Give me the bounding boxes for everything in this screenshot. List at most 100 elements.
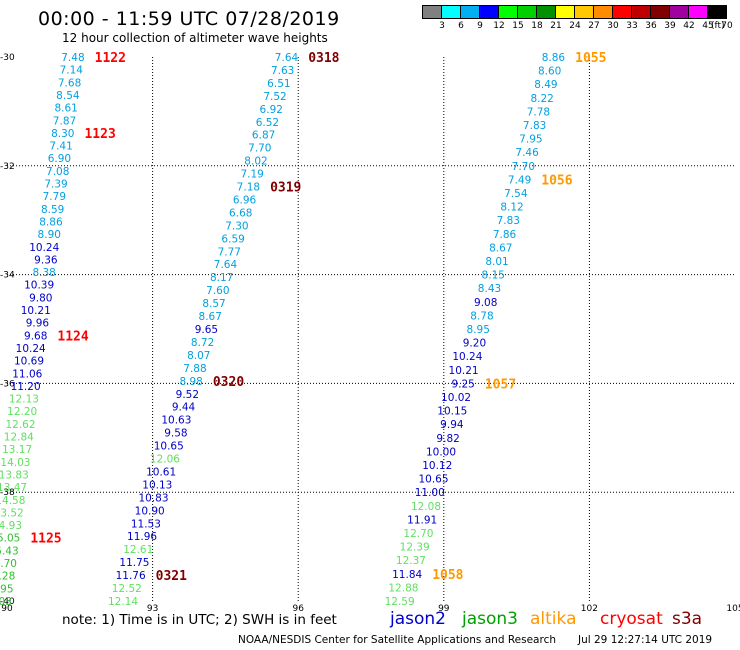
swh-value-label: 8.67 [199,311,222,323]
swh-value-label: 6.68 [229,207,252,219]
swh-value-label: 13.52 [0,507,24,519]
time-label: 1124 [57,329,88,344]
swh-value-label: 8.86 [542,52,566,64]
x-tick-label: 99 [438,604,450,614]
time-label: 0318 [308,51,339,66]
swh-value-label: 16.28 [0,571,15,583]
swh-value-label: 10.61 [146,466,176,478]
x-tick-label: 90 [1,604,13,614]
swh-value-label: 11.20 [11,381,41,393]
swh-value-label: 9.65 [195,324,218,336]
swh-value-label: 8.49 [534,79,557,91]
swh-value-label: 14.93 [0,520,22,532]
swh-value-label: 9.36 [34,254,58,266]
swh-value-label: 12.13 [9,394,39,406]
x-tick-label: 105 [726,604,740,614]
swh-value-label: 8.12 [500,202,523,214]
swh-value-label: 9.20 [463,338,486,350]
swh-value-label: 9.94 [440,419,464,431]
legend-label: 42 [683,21,695,31]
swh-value-label: 10.13 [142,479,172,491]
swh-value-label: 9.52 [176,389,199,401]
time-label: 0321 [156,569,187,584]
swh-value-label: 9.58 [164,428,187,440]
swh-value-label: 8.60 [538,66,561,78]
swh-value-label: 11.76 [116,570,146,582]
swh-value-label: 15.05 [0,533,20,545]
swh-value-label: 7.79 [43,191,66,203]
swh-value-label: 14.03 [0,457,30,469]
swh-value-label: 13.83 [0,469,29,481]
swh-value-label: 7.64 [275,52,299,64]
swh-value-label: 10.24 [29,242,59,254]
time-label: 1057 [485,377,516,392]
swh-value-label: 10.83 [138,492,168,504]
swh-value-label: 6.92 [260,104,283,116]
swh-value-label: 8.72 [191,337,214,349]
satellite-altika: altika [530,609,577,629]
swh-value-label: 9.08 [474,297,497,309]
swh-value-label: 6.90 [48,153,71,165]
swh-value-label: 11.96 [127,531,157,543]
swh-value-label: 10.63 [161,415,191,427]
swh-value-label: 10.21 [449,365,479,377]
swh-value-label: 7.70 [248,143,271,155]
y-tick-label: -40 [0,597,15,607]
swh-value-label: 8.30 [51,128,74,140]
swh-value-label: 12.06 [150,454,180,466]
legend-label: 3 [439,21,445,31]
legend-label: 18 [531,21,543,31]
swh-value-label: 8.59 [41,204,64,216]
y-tick-label: -38 [0,488,15,498]
swh-value-label: 10.24 [16,343,46,355]
swh-value-label: 12.61 [123,544,153,556]
swh-value-label: 7.78 [527,106,550,118]
swh-value-label: 12.88 [388,582,418,594]
swh-value-label: 9.82 [436,433,459,445]
swh-value-label: 11.06 [12,368,42,380]
chart-title: 00:00 - 11:59 UTC 07/28/2019 [38,8,340,30]
swh-value-label: 10.69 [14,356,44,368]
swh-value-label: 10.02 [441,392,471,404]
x-tick-label: 93 [147,604,158,614]
legend-label: 70 [721,21,733,31]
swh-value-label: 8.86 [39,216,63,228]
swh-value-label: 8.78 [470,310,493,322]
swh-value-label: 10.12 [422,460,452,472]
swh-value-label: 8.15 [482,270,505,282]
swh-value-label: 7.95 [519,134,542,146]
swh-value-label: 8.57 [202,298,225,310]
x-tick-label: 96 [292,604,304,614]
swh-value-label: 6.52 [256,117,279,129]
legend-label: 12 [493,21,505,31]
x-tick-label: 102 [581,604,598,614]
swh-value-label: 9.25 [451,378,474,390]
swh-value-label: 6.59 [221,233,244,245]
swh-value-label: 12.39 [400,542,430,554]
swh-value-label: 6.51 [267,78,290,90]
swh-value-label: 7.68 [58,77,81,89]
swh-value-label: 7.18 [237,182,260,194]
chart-subtitle: 12 hour collection of altimeter wave hei… [62,31,328,45]
swh-value-label: 7.30 [225,220,248,232]
swh-value-label: 12.52 [112,583,142,595]
footnote: note: 1) Time is in UTC; 2) SWH is in fe… [62,612,337,628]
legend-swatch [707,5,727,19]
satellite-jason2: jason2 [390,609,446,629]
swh-value-label: 9.96 [26,318,50,330]
swh-value-label: 8.43 [478,283,501,295]
swh-value-label: 7.48 [61,52,84,64]
swh-value-label: 10.24 [452,351,482,363]
swh-value-label: 7.39 [44,179,67,191]
swh-value-label: 11.84 [392,569,422,581]
swh-value-label: 7.83 [497,215,520,227]
swh-value-label: 7.64 [214,259,238,271]
swh-value-label: 6.96 [233,194,257,206]
swh-value-label: 8.22 [530,93,553,105]
time-label: 1122 [95,51,126,66]
swh-value-label: 12.14 [108,596,138,608]
legend-label: 6 [458,21,464,31]
swh-value-label: 8.90 [38,229,61,241]
swh-value-label: 15.43 [0,545,19,557]
